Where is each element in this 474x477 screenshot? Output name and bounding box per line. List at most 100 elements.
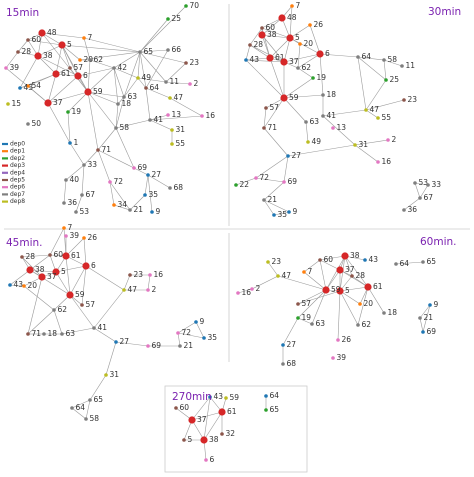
edge bbox=[283, 94, 324, 99]
edge bbox=[37, 55, 57, 75]
node bbox=[66, 291, 74, 299]
node bbox=[143, 193, 147, 197]
node-label: 61 bbox=[373, 282, 383, 291]
edge bbox=[195, 321, 205, 339]
node-label: 6 bbox=[210, 455, 215, 464]
node bbox=[402, 208, 406, 212]
node bbox=[116, 102, 120, 106]
edge bbox=[97, 127, 117, 151]
edge bbox=[65, 164, 85, 181]
edge bbox=[85, 265, 125, 291]
node bbox=[350, 274, 354, 278]
edge bbox=[191, 419, 205, 441]
node-label: 27 bbox=[292, 151, 302, 160]
node-label: 72 bbox=[114, 177, 124, 186]
node-label: 47 bbox=[128, 285, 138, 294]
node-label: 22 bbox=[240, 180, 250, 189]
edge bbox=[115, 119, 151, 129]
edge bbox=[139, 18, 169, 53]
node bbox=[281, 362, 285, 366]
node bbox=[204, 458, 208, 462]
edge bbox=[235, 177, 257, 186]
edge bbox=[115, 127, 135, 169]
node-label: 72 bbox=[260, 173, 270, 182]
edge bbox=[403, 197, 421, 211]
node-label: 21 bbox=[184, 341, 194, 350]
node-label: 35 bbox=[149, 190, 159, 199]
node bbox=[66, 110, 70, 114]
node bbox=[60, 332, 64, 336]
node-label: 71 bbox=[102, 145, 112, 154]
node-label: 5 bbox=[188, 435, 193, 444]
node-label: 60 bbox=[54, 250, 64, 259]
node bbox=[264, 408, 268, 412]
edge bbox=[319, 53, 359, 58]
edge bbox=[49, 227, 65, 256]
node bbox=[418, 316, 422, 320]
node bbox=[68, 66, 72, 70]
node bbox=[336, 266, 344, 274]
edge bbox=[383, 59, 403, 67]
node-label: 23 bbox=[190, 58, 200, 67]
node-label: 38 bbox=[209, 435, 219, 444]
edge bbox=[177, 332, 181, 347]
node bbox=[376, 160, 380, 164]
edge bbox=[303, 271, 327, 291]
node bbox=[364, 108, 368, 112]
node-label: 47 bbox=[174, 93, 184, 102]
edge bbox=[65, 255, 71, 296]
node-label: 41 bbox=[98, 323, 108, 332]
node bbox=[112, 66, 116, 70]
legend-label: dep5 bbox=[10, 177, 25, 184]
node-label: 1 bbox=[74, 138, 79, 147]
node bbox=[132, 166, 136, 170]
node-label: 7 bbox=[308, 267, 313, 276]
edges bbox=[5, 5, 431, 461]
edge bbox=[177, 332, 205, 339]
legend-label: dep0 bbox=[10, 141, 25, 148]
edge bbox=[357, 56, 385, 61]
node-label: 59 bbox=[331, 285, 341, 294]
node bbox=[311, 76, 315, 80]
node bbox=[88, 398, 92, 402]
edge bbox=[71, 407, 87, 420]
edge bbox=[249, 44, 285, 63]
edge bbox=[263, 199, 290, 213]
node bbox=[266, 54, 274, 62]
node bbox=[74, 210, 78, 214]
edge bbox=[263, 107, 267, 129]
node-label: 31 bbox=[359, 140, 369, 149]
node-label: 59 bbox=[75, 290, 85, 299]
edge bbox=[83, 37, 141, 53]
node-label: 7 bbox=[88, 33, 93, 42]
node-label: 7 bbox=[296, 1, 301, 10]
edge bbox=[261, 34, 285, 63]
node bbox=[200, 114, 204, 118]
edge bbox=[165, 62, 187, 83]
edge bbox=[61, 44, 141, 53]
node-label: 61 bbox=[61, 69, 71, 78]
node-label: 38 bbox=[35, 265, 45, 274]
node-label: 69 bbox=[138, 163, 148, 172]
edge bbox=[283, 37, 291, 63]
edge bbox=[71, 399, 91, 409]
node bbox=[218, 408, 226, 416]
node-label: 60 bbox=[32, 35, 42, 44]
node bbox=[382, 58, 386, 62]
edge bbox=[21, 254, 51, 258]
edge bbox=[149, 115, 203, 121]
edge bbox=[144, 174, 149, 196]
node bbox=[428, 303, 432, 307]
node bbox=[174, 406, 178, 410]
node bbox=[298, 42, 302, 46]
node bbox=[266, 260, 270, 264]
node-label: 9 bbox=[200, 317, 205, 326]
legend-label: dep6 bbox=[10, 184, 25, 191]
node-label: 36 bbox=[408, 205, 418, 214]
node bbox=[166, 113, 170, 117]
edge bbox=[5, 51, 19, 69]
node-label: 59 bbox=[93, 87, 103, 96]
node bbox=[82, 36, 86, 40]
edge bbox=[37, 32, 43, 57]
node bbox=[26, 332, 30, 336]
